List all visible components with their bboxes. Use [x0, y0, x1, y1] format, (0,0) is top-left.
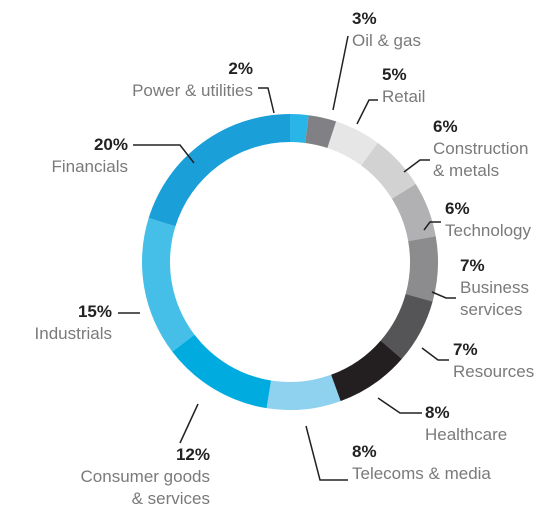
value-label: 7%	[460, 256, 485, 275]
segment-label: 20% Financials	[51, 134, 128, 178]
category-label: Consumer goods & services	[80, 467, 210, 508]
leader-line	[431, 291, 456, 299]
category-label: Resources	[453, 362, 535, 381]
value-label: 2%	[228, 59, 253, 78]
donut-segment	[290, 114, 309, 143]
leader-line	[305, 425, 348, 481]
donut-segment	[405, 236, 439, 302]
segment-label: 6% Technology	[445, 198, 531, 242]
leader-line	[421, 347, 449, 361]
category-label: Oil & gas	[352, 31, 421, 50]
leader-line	[332, 35, 349, 111]
donut-segment	[361, 142, 416, 199]
donut-segment	[172, 334, 272, 409]
value-label: 6%	[433, 117, 458, 136]
leader-line	[423, 221, 441, 231]
value-label: 7%	[453, 340, 478, 359]
leader-line	[377, 397, 422, 414]
donut-segment	[391, 183, 436, 242]
leader-line	[403, 159, 430, 173]
donut-segment	[305, 115, 337, 148]
segment-label: 3% Oil & gas	[352, 8, 421, 52]
segment-label: 7% Resources	[453, 339, 534, 383]
donut-segment	[331, 340, 402, 402]
value-label: 3%	[352, 9, 377, 28]
segment-label: 15% Industrials	[35, 301, 112, 345]
donut-segment	[266, 374, 341, 411]
category-label: Technology	[445, 221, 532, 240]
value-label: 8%	[425, 403, 450, 422]
value-label: 8%	[352, 442, 377, 461]
segment-label: 2% Power & utilities	[132, 58, 253, 102]
category-label: Industrials	[34, 324, 112, 343]
leader-line	[179, 403, 199, 444]
leader-line	[133, 144, 195, 164]
segment-label: 8% Telecoms & media	[352, 441, 491, 485]
value-label: 5%	[382, 65, 407, 84]
value-label: 20%	[93, 135, 128, 154]
value-label: 12%	[175, 445, 210, 464]
segment-label: 5% Retail	[382, 64, 425, 108]
leader-line	[356, 99, 378, 125]
donut-segment	[142, 218, 195, 352]
segment-label: 12% Consumer goods & services	[81, 444, 210, 510]
category-label: Business services	[460, 278, 529, 319]
category-label: Financials	[51, 157, 128, 176]
value-label: 15%	[77, 302, 112, 321]
category-label: Telecoms & media	[352, 464, 491, 483]
category-label: Construction & metals	[433, 139, 529, 180]
category-label: Healthcare	[425, 425, 508, 444]
segment-label: 8% Healthcare	[425, 402, 507, 446]
segment-label: 7% Business services	[460, 255, 529, 321]
donut-segment	[380, 293, 433, 359]
category-label: Retail	[382, 87, 426, 106]
donut-segment	[327, 121, 378, 166]
leader-line	[258, 87, 275, 114]
segment-label: 6% Construction & metals	[433, 116, 528, 182]
donut-segment	[148, 114, 290, 227]
category-label: Power & utilities	[132, 81, 253, 100]
value-label: 6%	[445, 199, 470, 218]
